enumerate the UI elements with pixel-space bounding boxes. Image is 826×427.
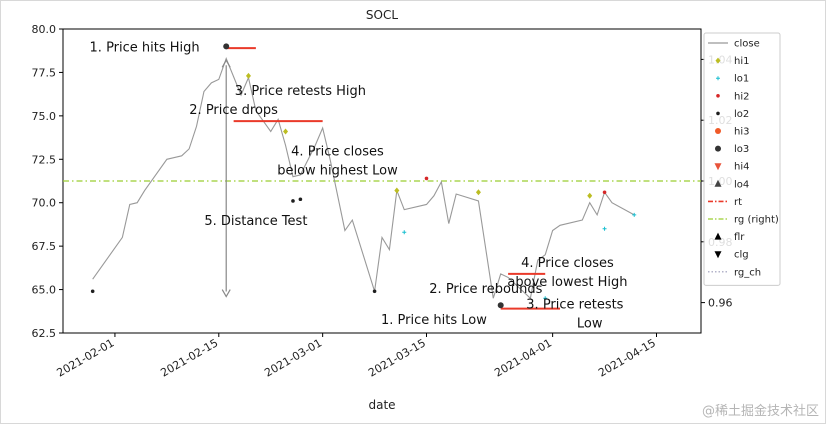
- legend-hi1-symbol: [715, 57, 721, 64]
- legend-hi2-symbol: [716, 94, 720, 98]
- legend-close-label: close: [734, 39, 760, 50]
- distance-arrow-head-bottom: [221, 289, 231, 298]
- legend-hi2-label: hi2: [734, 91, 749, 102]
- legend-rg_ch-label: rg_ch: [734, 267, 761, 278]
- annotation-label: 2. Price rebounds: [429, 282, 542, 297]
- y-tick-label: 72.5: [32, 153, 57, 166]
- series-lines: [63, 47, 701, 310]
- y-tick-label: 77.5: [32, 66, 57, 79]
- distance-arrow-head-top: [221, 59, 231, 68]
- annotation-label: 3. Price retests High: [235, 84, 366, 99]
- hi2-marker: [602, 190, 607, 195]
- x-tick-label: 2021-02-15: [158, 336, 220, 379]
- legend-lo2-symbol: [716, 111, 720, 116]
- lo2-marker: [90, 289, 95, 294]
- left-y-axis: 62.5 65.0 67.5 70.0 72.5 75.0 77.5 80.0: [32, 23, 63, 340]
- lo3-marker: [497, 302, 504, 309]
- series-markers: [90, 43, 637, 309]
- legend-lo3-label: lo3: [734, 144, 749, 155]
- hi1-marker: [283, 128, 289, 135]
- x-tick-label: 2021-03-15: [366, 336, 428, 379]
- legend-box: [703, 32, 781, 286]
- lo1-marker: [402, 230, 407, 235]
- annotation-label: 4. Price closes: [521, 256, 614, 271]
- legend-lo1-label: lo1: [734, 74, 749, 85]
- annotation-label: 2. Price drops: [189, 103, 278, 118]
- y-tick-label: 75.0: [32, 110, 57, 123]
- y-tick-label: 70.0: [32, 197, 57, 210]
- legend: close hi1 lo1 hi2 lo2 hi3 lo3 hi4 lo4 rt rg (right…: [703, 32, 781, 286]
- lo1-marker: [602, 226, 607, 231]
- lo2-marker: [372, 289, 377, 294]
- hi1-marker: [394, 187, 400, 194]
- legend-rt-label: rt: [734, 197, 742, 208]
- hi2-marker: [424, 176, 429, 181]
- legend-hi3-label: hi3: [734, 127, 749, 138]
- lo2-marker: [291, 199, 295, 203]
- y-tick-label: 65.0: [32, 284, 57, 297]
- legend-lo1-symbol: [716, 76, 720, 81]
- x-tick-label: 2021-03-01: [262, 336, 324, 379]
- legend-hi1-label: hi1: [734, 56, 749, 67]
- legend-flr-symbol: [714, 232, 722, 240]
- legend-hi3-symbol: [715, 128, 721, 134]
- annotation-label: Low: [577, 317, 603, 332]
- x-axis-label: date: [368, 398, 395, 412]
- legend-hi4-label: hi4: [734, 162, 749, 173]
- legend-clg-label: clg: [734, 250, 749, 261]
- legend-rg (right)-label: rg (right): [734, 215, 779, 226]
- annotation-label: 1. Price hits Low: [381, 313, 487, 328]
- y2-tick-label: 0.96: [708, 297, 733, 310]
- x-tick-label: 2021-04-15: [596, 336, 658, 379]
- legend-lo4-label: lo4: [734, 179, 749, 190]
- annotation-label: 3. Price retests: [526, 297, 623, 312]
- lo2-marker: [298, 197, 303, 202]
- annotation-label: 4. Price closes: [291, 145, 384, 160]
- y-tick-label: 62.5: [32, 327, 57, 340]
- watermark: @稀土掘金技术社区: [702, 403, 819, 419]
- legend-lo4-symbol: [714, 179, 722, 187]
- close-line: [92, 56, 635, 300]
- y-tick-label: 67.5: [32, 240, 57, 253]
- legend-lo3-symbol: [715, 145, 721, 152]
- lo1-marker: [543, 296, 548, 301]
- x-tick-label: 2021-02-01: [55, 336, 117, 379]
- hi1-marker: [245, 72, 251, 79]
- chart-title: SOCL: [366, 8, 398, 22]
- lo3-marker: [223, 43, 230, 50]
- legend-hi4-symbol: [714, 163, 722, 171]
- annotation-label: 5. Distance Test: [204, 214, 307, 229]
- legend-lo2-label: lo2: [734, 109, 749, 120]
- annotations: 1. Price hits High 3. Price retests High 2…: [90, 40, 628, 331]
- legend-clg-symbol: [714, 251, 722, 259]
- hi1-marker: [587, 192, 593, 199]
- x-tick-label: 2021-04-01: [492, 336, 554, 379]
- hi1-marker: [475, 189, 481, 196]
- x-axis: 2021-02-01 2021-02-15 2021-03-01 2021-03-15…: [55, 333, 658, 380]
- legend-flr-label: flr: [734, 232, 745, 243]
- annotation-label: below highest Low: [277, 164, 398, 179]
- lo1-marker: [632, 212, 637, 217]
- y-tick-label: 80.0: [32, 23, 57, 36]
- annotation-label: 1. Price hits High: [90, 40, 200, 55]
- annotation-label: above lowest High: [507, 275, 627, 290]
